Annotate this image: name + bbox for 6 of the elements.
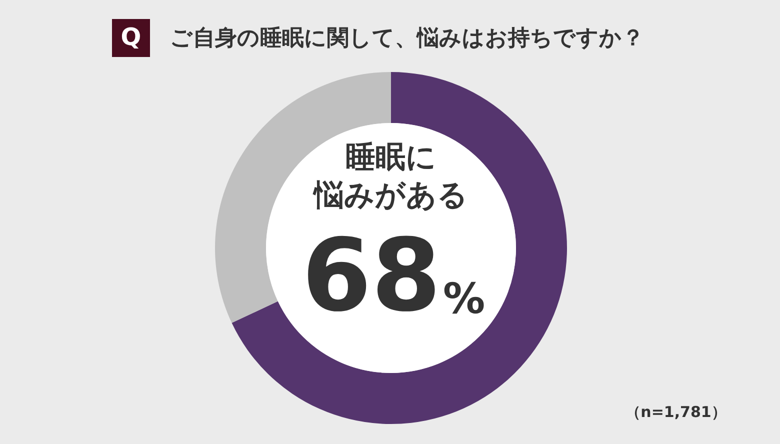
chart-title: ご自身の睡眠に関して、悩みはお持ちですか？: [170, 26, 644, 51]
text: Q: [120, 23, 142, 51]
text: （n=1,781）: [626, 403, 726, 421]
slice-label: 睡眠に悩みがある: [312, 140, 468, 213]
data-label: 68%: [302, 217, 486, 334]
donut-slice: [232, 72, 567, 424]
